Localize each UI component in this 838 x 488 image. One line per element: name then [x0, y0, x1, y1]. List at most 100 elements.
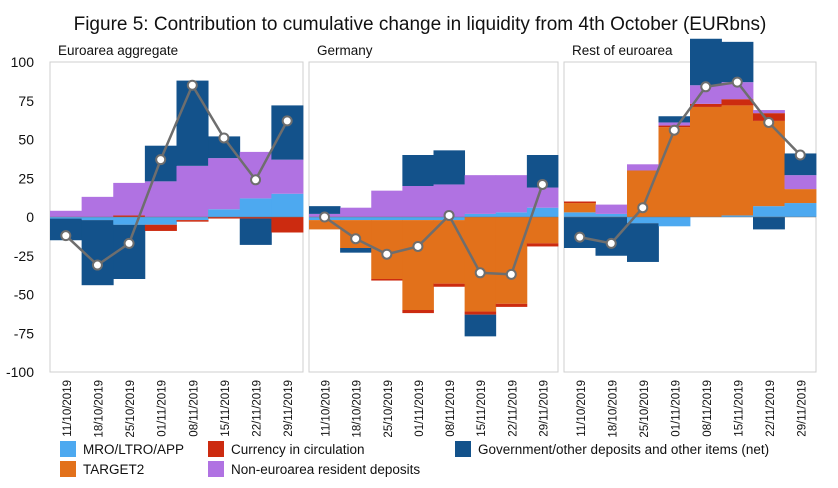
bar-mro	[595, 213, 628, 217]
bar-currency	[271, 217, 304, 233]
y-tick-label: -25	[14, 248, 34, 264]
bar-target2	[495, 217, 528, 304]
bar-nonea	[271, 159, 304, 194]
bar-currency	[433, 283, 466, 287]
x-tick-label: 29/11/2019	[283, 380, 295, 437]
bar-target2	[564, 203, 596, 213]
x-tick-label: 25/10/2019	[383, 380, 395, 438]
total-point	[443, 209, 455, 221]
bar-nonea	[176, 165, 209, 217]
bar-mro	[81, 217, 114, 221]
x-tick-label: 01/11/2019	[670, 380, 682, 437]
y-tick-label: -50	[14, 287, 34, 303]
bar-gov	[402, 155, 434, 186]
total-point	[155, 154, 167, 166]
bar-mro	[340, 217, 372, 221]
x-tick-label: 15/11/2019	[733, 380, 745, 437]
bar-currency	[402, 310, 434, 314]
y-tick-label: -100	[6, 364, 34, 380]
bar-mro	[271, 193, 304, 217]
bar-nonea	[464, 175, 497, 214]
bar-currency	[144, 224, 177, 231]
bar-gov	[433, 150, 466, 185]
total-line	[64, 82, 289, 267]
total-point	[281, 115, 293, 127]
bar-currency	[690, 103, 722, 107]
bar-gov	[627, 223, 659, 262]
bar-nonea	[50, 210, 83, 217]
legend-label: Non-euroarea resident deposits	[231, 462, 420, 477]
panel-title: Germany	[317, 43, 373, 58]
bar-gov	[690, 38, 722, 86]
total-point	[218, 132, 230, 144]
total-point	[350, 233, 362, 245]
bar-mro	[753, 206, 785, 217]
bar-nonea	[753, 110, 785, 114]
total-point	[474, 267, 486, 279]
bar-currency	[239, 217, 272, 219]
total-point	[505, 268, 517, 280]
bar-mro	[176, 217, 209, 221]
bar-gov	[340, 248, 372, 253]
bar-mro	[50, 217, 83, 219]
panel-title: Rest of euroarea	[572, 43, 673, 58]
bar-mro	[208, 209, 241, 217]
x-tick-label: 15/11/2019	[476, 380, 488, 437]
chart-title: Figure 5: Contribution to cumulative cha…	[74, 14, 767, 35]
x-tick-label: 11/10/2019	[321, 380, 333, 437]
bar-nonea	[495, 175, 528, 213]
bar-target2	[526, 217, 559, 244]
legend-item-currency: Currency in circulation	[208, 441, 365, 457]
bar-gov	[753, 217, 785, 230]
bar-target2	[433, 220, 466, 284]
legend-swatch	[455, 441, 471, 457]
legend-item-target2: TARGET2	[60, 461, 144, 477]
x-tick-label: 11/10/2019	[62, 380, 74, 437]
total-point	[250, 174, 262, 186]
bar-mro	[564, 212, 596, 217]
bar-currency	[208, 217, 241, 219]
total-point	[412, 240, 424, 252]
bar-mro	[627, 217, 659, 224]
x-tick-label: 15/11/2019	[220, 380, 232, 437]
y-tick-label: -75	[14, 325, 34, 341]
x-tick-label: 25/10/2019	[639, 380, 651, 438]
bar-target2	[721, 105, 754, 216]
total-point	[60, 230, 72, 242]
total-point	[731, 76, 743, 88]
bar-nonea	[721, 82, 754, 100]
bar-mro	[464, 213, 497, 217]
bar-gov	[595, 217, 628, 256]
total-point	[668, 124, 680, 136]
bar-currency	[176, 220, 209, 222]
x-tick-label: 01/11/2019	[157, 380, 169, 437]
bar-gov	[658, 116, 691, 123]
total-point	[123, 237, 135, 249]
bar-target2	[464, 217, 497, 312]
x-tick-label: 29/11/2019	[796, 380, 808, 437]
bar-target2	[690, 106, 722, 217]
bar-mro	[721, 215, 754, 217]
bar-mro	[371, 217, 403, 221]
x-tick-label: 18/10/2019	[352, 380, 364, 438]
total-line	[579, 80, 802, 245]
x-tick-label: 18/10/2019	[607, 380, 619, 438]
bar-gov	[464, 314, 497, 337]
total-point	[381, 248, 393, 260]
x-tick-label: 25/10/2019	[125, 380, 137, 438]
bar-mro	[526, 207, 559, 217]
x-tick-label: 22/11/2019	[252, 380, 264, 437]
legend-item-mro: MRO/LTRO/APP	[60, 441, 184, 457]
total-point	[605, 237, 617, 249]
x-tick-label: 11/10/2019	[576, 380, 588, 437]
bar-nonea	[371, 190, 403, 217]
bar-nonea	[627, 164, 659, 171]
x-tick-label: 22/11/2019	[765, 380, 777, 437]
legend-swatch	[208, 461, 224, 477]
bar-nonea	[340, 207, 372, 217]
bar-gov	[271, 105, 304, 160]
total-point	[91, 259, 103, 271]
total-point	[700, 81, 712, 93]
panels-layer: Euroarea aggregate 11/10/2019 18/10/2019 25…	[49, 38, 817, 438]
